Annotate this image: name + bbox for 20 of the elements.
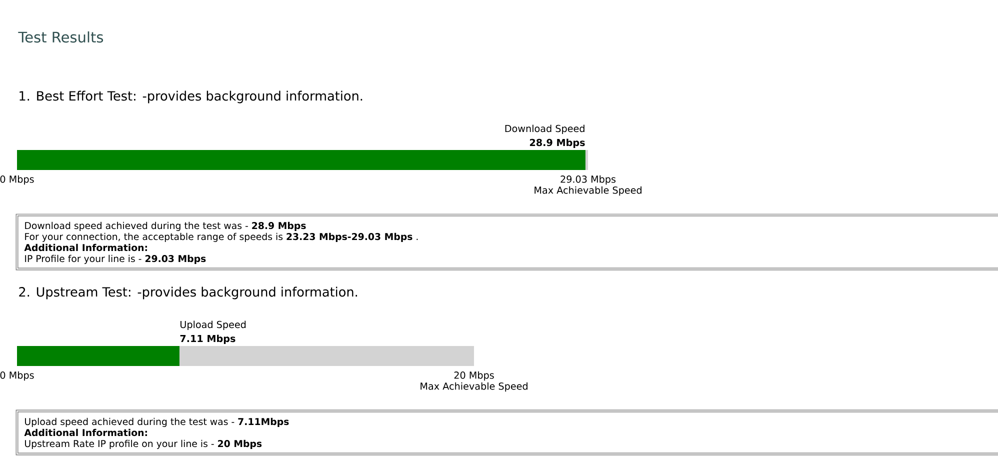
chart-title: 2. Upstream Test: -provides background information. [19,286,357,300]
text: Upload speed achieved during the test was - 7.11Mbps [25,418,289,427]
x-tick-label: 0 Mbps [0,371,34,381]
text: Additional Information: [24,244,147,252]
x-tick-label: 20 Mbps [454,371,494,381]
chart-title: Test Results [18,31,104,43]
x-tick-label: 29.03 Mbps [560,175,616,185]
x-axis-title: Max Achievable Speed [420,382,528,392]
y-tick-label: Upload Speed [180,320,246,330]
chart-subtitle: 1. Best Effort Test: -provides background information. [20,90,362,104]
text: IP Profile for your line is - 29.03 Mbps [25,254,206,264]
text: Additional Information: [24,428,147,436]
y-tick-label: Download Speed [505,124,584,134]
text: Download speed achieved during the test was - 28.9 Mbps [25,222,306,231]
x-tick-label: 0 Mbps [0,175,34,185]
data-label: 28.9 Mbps [530,138,585,148]
x-axis-title: Max Achievable Speed [534,186,642,196]
text: For your connection, the acceptable range of speeds is 23.23 Mbps-29.03 Mbps . [25,232,418,242]
text: Upstream Rate IP profile on your line is - 20 Mbps [25,440,262,449]
data-label: 7.11 Mbps [180,334,236,344]
